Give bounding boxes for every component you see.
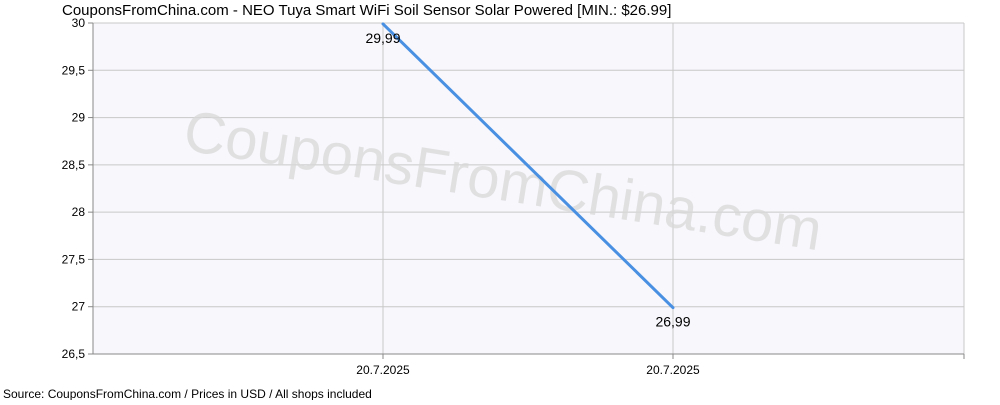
x-tick-label: 20.7.2025 [356,363,410,377]
series-layer [381,22,675,310]
grid-lines [93,22,965,355]
series-line [381,22,675,310]
data-label: 29,99 [365,30,400,46]
axes: 26,5 27 27,5 28 28,5 29 29,5 30 20.7.2025 20.7.20… [62,16,965,377]
y-tick-label: 28 [72,205,86,219]
footer-source: Source: CouponsFromChina.com / Prices in… [3,387,372,400]
plot-area [93,23,964,354]
y-tick-label: 27,5 [62,252,86,266]
data-label: 26,99 [655,314,690,330]
y-tick-label: 29 [72,111,86,125]
y-tick-label: 29,5 [62,63,86,77]
x-tick-label: 20.7.2025 [646,363,700,377]
data-labels: 29,99 26,99 [365,30,690,330]
y-tick-label: 27 [72,300,86,314]
y-tick-label: 28,5 [62,158,86,172]
y-tick-label: 26,5 [62,347,86,361]
chart-title: CouponsFromChina.com - NEO Tuya Smart Wi… [62,2,671,19]
y-tick-label: 30 [72,16,86,30]
